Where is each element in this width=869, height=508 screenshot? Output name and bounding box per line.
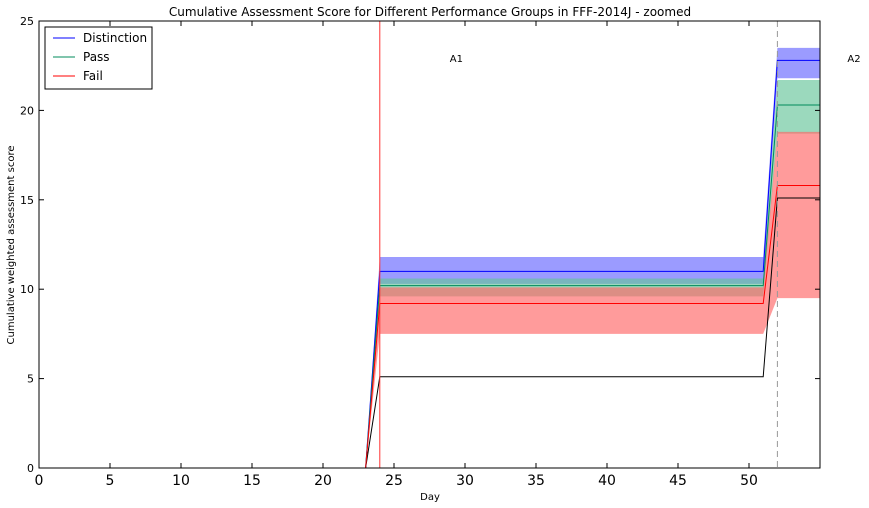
x-tick-label: 45 (669, 473, 687, 489)
y-tick-label: 0 (27, 462, 34, 475)
y-tick-label: 10 (20, 283, 34, 296)
plot-area: A1 A2 (38, 20, 861, 469)
x-tick-label: 35 (527, 473, 545, 489)
legend-box (44, 26, 153, 90)
x-tick-label: 20 (314, 473, 332, 489)
legend-label-pass: Pass (83, 50, 110, 64)
legend-label-fail: Fail (83, 69, 103, 83)
x-tick-label: 0 (35, 473, 44, 489)
x-tick-label: 50 (740, 473, 758, 489)
y-tick-label: 5 (27, 373, 34, 386)
x-tick-label: 40 (598, 473, 616, 489)
assessment-label-a2: A2 (847, 54, 860, 65)
x-tick-label: 5 (106, 473, 115, 489)
legend: Distinction Pass Fail (44, 26, 153, 90)
y-tick-label: 15 (20, 194, 34, 207)
x-tick-label: 15 (243, 473, 261, 489)
band-distinction (39, 47, 820, 468)
x-axis-label: Day (420, 492, 440, 503)
x-tick-label: 30 (456, 473, 474, 489)
y-tick-label: 20 (20, 104, 34, 117)
x-axis-ticks: 0 5 10 15 20 25 30 35 40 45 50 (35, 21, 758, 489)
y-tick-label: 25 (20, 15, 34, 28)
assessment-label-a1: A1 (450, 54, 463, 65)
band-fail (39, 131, 820, 468)
plot-frame (38, 20, 821, 469)
y-axis-ticks: 0 5 10 15 20 25 (20, 15, 820, 475)
x-tick-label: 10 (172, 473, 190, 489)
chart-title: Cumulative Assessment Score for Differen… (169, 5, 691, 19)
legend-label-distinction: Distinction (83, 31, 147, 45)
y-axis-label: Cumulative weighted assessment score (6, 146, 17, 345)
x-tick-label: 25 (385, 473, 403, 489)
